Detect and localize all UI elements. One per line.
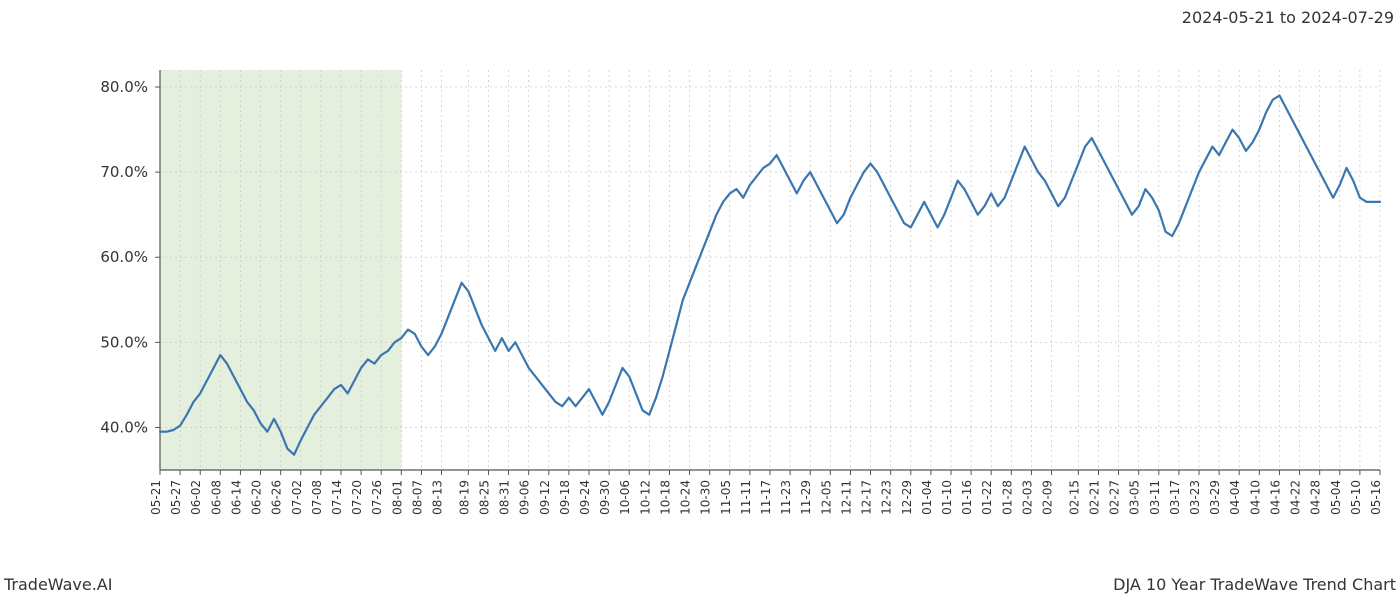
x-tick-label: 10-30 — [699, 480, 713, 515]
x-tick-label: 04-22 — [1289, 480, 1303, 515]
x-tick-label: 08-19 — [457, 480, 471, 515]
x-tick-label: 09-30 — [598, 480, 612, 515]
footer-right: DJA 10 Year TradeWave Trend Chart — [1113, 575, 1396, 594]
x-tick-label: 07-20 — [350, 480, 364, 515]
x-tick-label: 01-28 — [1000, 480, 1014, 515]
x-tick-label: 03-05 — [1128, 480, 1142, 515]
x-tick-label: 12-29 — [900, 480, 914, 515]
x-tick-label: 05-10 — [1349, 480, 1363, 515]
x-tick-label: 07-14 — [330, 480, 344, 515]
line-chart: 40.0% 50.0% 60.0% 70.0% 80.0% 05-21 05-27 06-02… — [0, 0, 1400, 600]
x-tick-label: 09-24 — [578, 480, 592, 515]
x-tick-label: 11-23 — [779, 480, 793, 515]
x-tick-label: 06-02 — [189, 480, 203, 515]
x-tick-label: 01-16 — [960, 480, 974, 515]
x-tick-label: 02-03 — [1020, 480, 1034, 515]
x-tick-label: 10-12 — [638, 480, 652, 515]
x-tick-label: 01-04 — [920, 480, 934, 515]
x-tick-label: 02-21 — [1087, 480, 1101, 515]
x-tick-label: 04-28 — [1309, 480, 1323, 515]
y-tick-label: 50.0% — [100, 333, 148, 351]
x-tick-label: 02-27 — [1108, 480, 1122, 515]
x-tick-label: 05-21 — [149, 480, 163, 515]
x-tick-label: 04-10 — [1248, 480, 1262, 515]
y-tick-label: 80.0% — [100, 78, 148, 96]
x-tick-label: 08-31 — [498, 480, 512, 515]
x-tick-label: 11-17 — [759, 480, 773, 515]
x-tick-label: 08-07 — [410, 480, 424, 515]
x-tick-label: 12-17 — [860, 480, 874, 515]
x-tick-label: 11-05 — [719, 480, 733, 515]
y-tick-label: 40.0% — [100, 418, 148, 436]
x-tick-label: 01-22 — [980, 480, 994, 515]
x-tick-label: 06-14 — [229, 480, 243, 515]
x-tick-label: 08-01 — [390, 480, 404, 515]
x-tick-label: 02-09 — [1041, 480, 1055, 515]
chart-container: 40.0% 50.0% 60.0% 70.0% 80.0% 05-21 05-27 06-02… — [0, 0, 1400, 600]
footer-left: TradeWave.AI — [4, 575, 112, 594]
y-tick-label: 60.0% — [100, 248, 148, 266]
x-tick-label: 10-18 — [658, 480, 672, 515]
x-tick-label: 06-08 — [209, 480, 223, 515]
x-tick-label: 09-12 — [538, 480, 552, 515]
x-tick-label: 09-06 — [518, 480, 532, 515]
x-tick-label: 03-17 — [1168, 480, 1182, 515]
x-tick-label: 07-08 — [310, 480, 324, 515]
x-tick-label: 03-23 — [1188, 480, 1202, 515]
x-tick-label: 07-02 — [290, 480, 304, 515]
x-tick-label: 10-24 — [679, 480, 693, 515]
x-tick-label: 03-29 — [1208, 480, 1222, 515]
x-tick-label: 12-11 — [839, 480, 853, 515]
x-tick-label: 02-15 — [1067, 480, 1081, 515]
y-tick-label: 70.0% — [100, 163, 148, 181]
x-tick-label: 04-04 — [1228, 480, 1242, 515]
x-tick-label: 05-16 — [1369, 480, 1383, 515]
x-tick-label: 08-25 — [477, 480, 491, 515]
x-tick-label: 03-11 — [1148, 480, 1162, 515]
x-tick-label: 08-13 — [431, 480, 445, 515]
header-date-range: 2024-05-21 to 2024-07-29 — [1182, 8, 1394, 27]
x-tick-label: 10-06 — [618, 480, 632, 515]
x-tick-label: 11-29 — [799, 480, 813, 515]
x-tick-label: 05-27 — [169, 480, 183, 515]
x-tick-label: 05-04 — [1329, 480, 1343, 515]
x-tick-label: 06-26 — [270, 480, 284, 515]
x-tick-label: 09-18 — [558, 480, 572, 515]
x-tick-label: 01-10 — [940, 480, 954, 515]
x-tick-label: 11-11 — [739, 480, 753, 515]
x-tick-label: 04-16 — [1268, 480, 1282, 515]
x-tick-label: 12-05 — [819, 480, 833, 515]
x-tick-label: 12-23 — [880, 480, 894, 515]
x-tick-label: 06-20 — [250, 480, 264, 515]
x-tick-label: 07-26 — [370, 480, 384, 515]
